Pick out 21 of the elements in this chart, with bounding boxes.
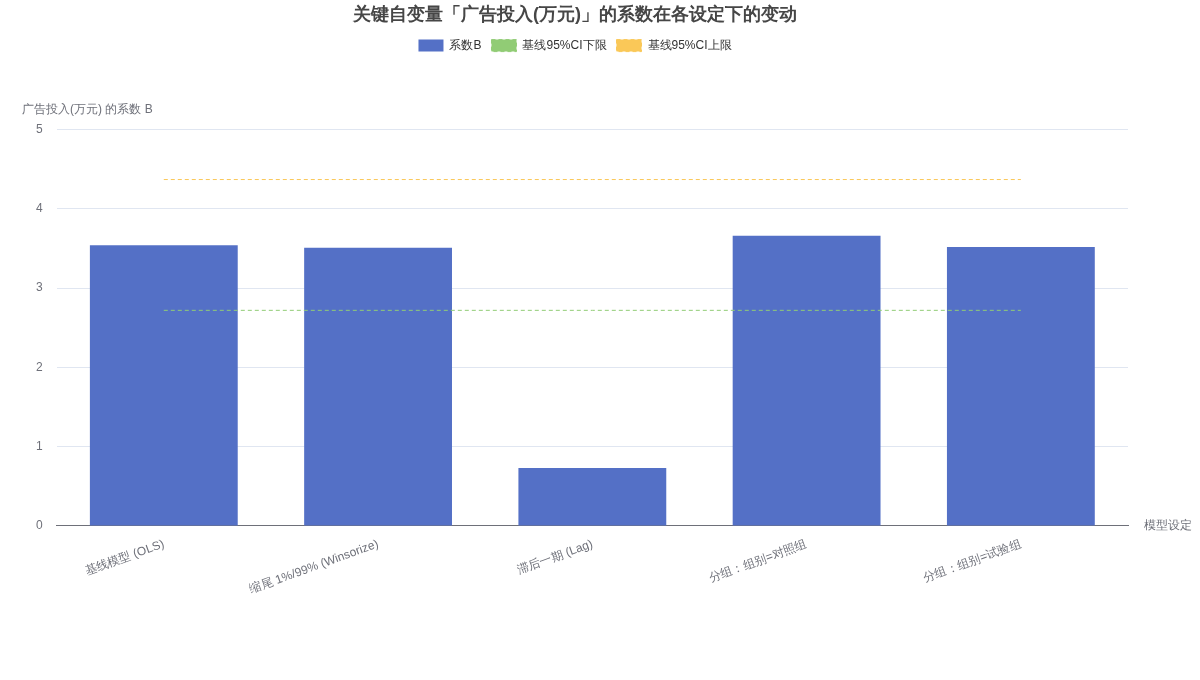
y-tick-label: 1 — [35, 438, 43, 453]
y-tick-label: 5 — [35, 121, 43, 136]
x-axis-title: 模型设定 — [1144, 518, 1192, 533]
y-axis-title: 广告投入(万元) 的系数 B — [22, 101, 153, 116]
y-tick-label: 4 — [35, 201, 43, 216]
bar — [732, 235, 881, 526]
chart-title: 关键自变量「广告投入(万元)」的系数在各设定下的变动 — [352, 3, 797, 24]
y-tick-label: 0 — [35, 518, 43, 533]
legend-label: 基线95%CI上限 — [647, 37, 732, 52]
y-tick-label: 2 — [35, 359, 43, 374]
x-tick-label: 分组：组别=试验组 — [921, 536, 1024, 585]
legend-label: 基线95%CI下限 — [522, 37, 607, 52]
bar — [304, 247, 452, 526]
x-tick-label: 分组：组别=对照组 — [707, 536, 809, 585]
y-tick-label: 3 — [35, 280, 43, 295]
bar — [946, 246, 1095, 526]
bar — [518, 468, 667, 526]
bar — [89, 245, 238, 526]
x-tick-label: 滞后一期 (Lag) — [515, 536, 595, 577]
x-tick-label: 基线模型 (OLS) — [82, 536, 166, 579]
legend-label: 系数B — [449, 37, 482, 52]
